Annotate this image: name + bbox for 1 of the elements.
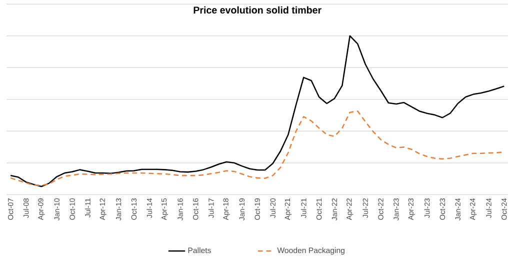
chart-title: Price evolution solid timber xyxy=(194,6,322,14)
